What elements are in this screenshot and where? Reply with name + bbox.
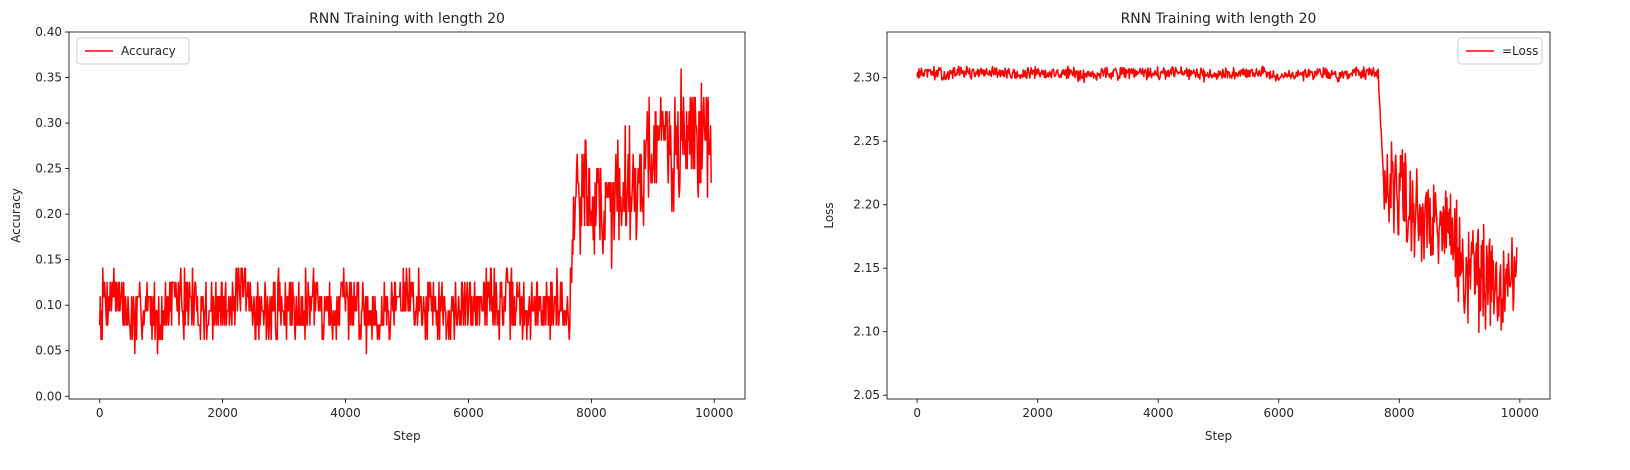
series-line-1	[916, 65, 1518, 334]
y-tick-label: 0.20	[35, 207, 62, 221]
x-tick-label: 8000	[576, 406, 607, 420]
y-axis-label: Loss	[822, 202, 836, 228]
legend-label: Accuracy	[121, 44, 176, 58]
y-axis-label: Accuracy	[9, 188, 23, 243]
legend-box	[76, 37, 190, 65]
y-tick-label: 0.10	[35, 298, 62, 312]
y-tick-label: 0.15	[35, 253, 62, 267]
x-tick-label: 0	[913, 406, 921, 420]
legend-box	[1457, 37, 1543, 65]
x-tick-label: 6000	[1263, 406, 1294, 420]
x-tick-label: 2000	[207, 406, 238, 420]
y-tick-label: 0.30	[35, 116, 62, 130]
chart-title: RNN Training with length 20	[1121, 11, 1317, 27]
plot-frame	[68, 31, 746, 400]
series-line-0	[98, 68, 712, 355]
y-tick-label: 0.25	[35, 162, 62, 176]
x-tick-label: 10000	[695, 406, 733, 420]
y-tick-label: 0.05	[35, 344, 62, 358]
x-axis-label: Step	[393, 429, 420, 443]
chart-title: RNN Training with length 20	[309, 11, 505, 27]
plot-frame	[886, 31, 1551, 400]
y-tick-label: 0.00	[35, 389, 62, 403]
y-tick-label: 2.25	[853, 134, 880, 148]
y-tick-label: 0.35	[35, 71, 62, 85]
x-tick-label: 4000	[330, 406, 361, 420]
y-tick-label: 2.15	[853, 261, 880, 275]
x-tick-label: 8000	[1384, 406, 1415, 420]
x-axis-label: Step	[1205, 429, 1232, 443]
legend-label: =Loss	[1502, 44, 1538, 58]
x-tick-label: 0	[96, 406, 104, 420]
y-tick-label: 2.20	[853, 198, 880, 212]
x-tick-label: 4000	[1143, 406, 1174, 420]
y-tick-label: 2.10	[853, 325, 880, 339]
y-tick-label: 2.05	[853, 388, 880, 402]
x-tick-label: 2000	[1022, 406, 1053, 420]
x-tick-label: 10000	[1501, 406, 1539, 420]
y-tick-label: 0.40	[35, 25, 62, 39]
x-tick-label: 6000	[453, 406, 484, 420]
y-tick-label: 2.30	[853, 71, 880, 85]
